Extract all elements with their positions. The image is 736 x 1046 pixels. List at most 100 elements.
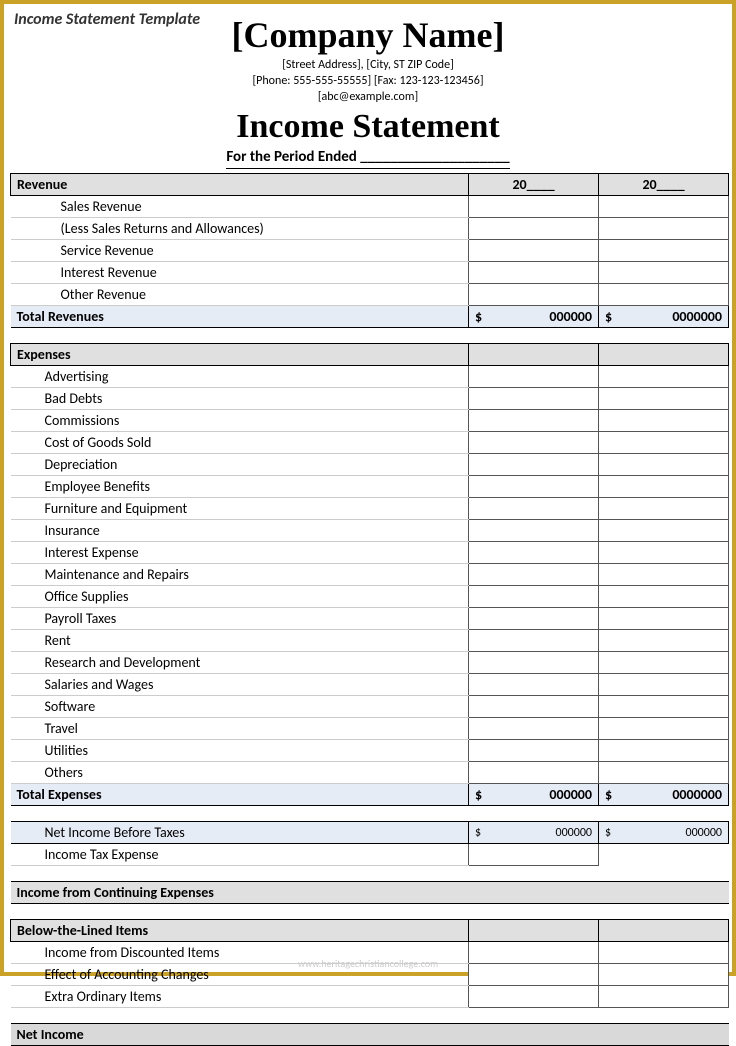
- page: Income Statement Template [Company Name]…: [0, 0, 736, 976]
- blank-header: [599, 920, 729, 942]
- amount-cell: [469, 498, 599, 520]
- expense-item: Employee Benefits: [11, 476, 469, 498]
- expense-item: Salaries and Wages: [11, 674, 469, 696]
- expense-item: Advertising: [11, 366, 469, 388]
- net-income-label: Net Income: [11, 1024, 469, 1046]
- amount-cell: [599, 608, 729, 630]
- expense-item: Payroll Taxes: [11, 608, 469, 630]
- blank-cell: [599, 844, 729, 866]
- amount-cell: [599, 284, 729, 306]
- amount-cell: [469, 410, 599, 432]
- amount-cell: [469, 674, 599, 696]
- amount-cell: [469, 652, 599, 674]
- year-1-header: 20____: [469, 174, 599, 196]
- period-ended: For the Period Ended ___________________…: [226, 148, 509, 169]
- expense-item: Others: [11, 762, 469, 784]
- amount-cell: [599, 674, 729, 696]
- below-line-header: Below-the-Lined Items: [11, 920, 469, 942]
- amount-cell: [599, 586, 729, 608]
- amount-cell: [469, 196, 599, 218]
- amount-cell: [469, 262, 599, 284]
- amount-cell: [469, 586, 599, 608]
- amount-cell: [599, 696, 729, 718]
- net-before-tax-y1: $000000: [469, 822, 599, 844]
- amount-cell: [469, 986, 599, 1008]
- expense-item: Cost of Goods Sold: [11, 432, 469, 454]
- revenue-item: Interest Revenue: [11, 262, 469, 284]
- income-statement-table: Revenue20____20____Sales Revenue(Less Sa…: [10, 173, 729, 1046]
- expense-item: Rent: [11, 630, 469, 652]
- amount-cell: [469, 432, 599, 454]
- expense-item: Commissions: [11, 410, 469, 432]
- amount-cell: [469, 454, 599, 476]
- amount-cell: [469, 520, 599, 542]
- amount-cell: [469, 740, 599, 762]
- expense-item: Bad Debts: [11, 388, 469, 410]
- watermark: www.heritagechristiancollege.com: [298, 957, 438, 970]
- amount-cell: [469, 218, 599, 240]
- template-label: Income Statement Template: [14, 10, 200, 29]
- expense-item: Depreciation: [11, 454, 469, 476]
- amount-cell: [599, 630, 729, 652]
- amount-cell: [599, 262, 729, 284]
- expense-item: Insurance: [11, 520, 469, 542]
- amount-cell: [469, 762, 599, 784]
- total-expenses-y2: $0000000: [599, 784, 729, 806]
- total-expenses-label: Total Expenses: [11, 784, 469, 806]
- amount-cell: [469, 696, 599, 718]
- total-revenues-label: Total Revenues: [11, 306, 469, 328]
- amount-cell: [469, 964, 599, 986]
- revenue-item: Sales Revenue: [11, 196, 469, 218]
- amount-cell: [599, 718, 729, 740]
- amount-cell: [599, 740, 729, 762]
- amount-cell: [599, 942, 729, 964]
- amount-cell: [599, 410, 729, 432]
- amount-cell: [469, 844, 599, 866]
- amount-cell: [469, 630, 599, 652]
- revenue-header: Revenue: [11, 174, 469, 196]
- continuing-header: Income from Continuing Expenses: [11, 882, 729, 904]
- amount-cell: [599, 476, 729, 498]
- document-title: Income Statement: [10, 108, 726, 146]
- amount-cell: [469, 564, 599, 586]
- amount-cell: [599, 498, 729, 520]
- below-line-item: Extra Ordinary Items: [11, 986, 469, 1008]
- amount-cell: [599, 520, 729, 542]
- revenue-item: (Less Sales Returns and Allowances): [11, 218, 469, 240]
- amount-cell: [469, 608, 599, 630]
- amount-cell: [599, 542, 729, 564]
- blank-header: [469, 344, 599, 366]
- amount-cell: [599, 366, 729, 388]
- expense-item: Utilities: [11, 740, 469, 762]
- address: [Street Address], [City, ST ZIP Code]: [10, 58, 726, 72]
- income-tax-expense-label: Income Tax Expense: [11, 844, 469, 866]
- expenses-header: Expenses: [11, 344, 469, 366]
- amount-cell: [469, 284, 599, 306]
- blank-header: [469, 920, 599, 942]
- expense-item: Research and Development: [11, 652, 469, 674]
- amount-cell: [599, 762, 729, 784]
- revenue-item: Other Revenue: [11, 284, 469, 306]
- amount-cell: [599, 388, 729, 410]
- phone-fax: [Phone: 555-555-55555] [Fax: 123-123-123…: [10, 74, 726, 88]
- net-before-tax-label: Net Income Before Taxes: [11, 822, 469, 844]
- amount-cell: [599, 240, 729, 262]
- amount-cell: [469, 476, 599, 498]
- amount-cell: [469, 366, 599, 388]
- amount-cell: [469, 942, 599, 964]
- total-revenues-y1: $000000: [469, 306, 599, 328]
- amount-cell: [469, 542, 599, 564]
- total-revenues-y2: $0000000: [599, 306, 729, 328]
- blank-header: [599, 344, 729, 366]
- amount-cell: [599, 432, 729, 454]
- expense-item: Travel: [11, 718, 469, 740]
- amount-cell: [469, 240, 599, 262]
- amount-cell: [599, 964, 729, 986]
- year-2-header: 20____: [599, 174, 729, 196]
- amount-cell: [599, 218, 729, 240]
- revenue-item: Service Revenue: [11, 240, 469, 262]
- total-expenses-y1: $000000: [469, 784, 599, 806]
- net-income-y2: [599, 1024, 729, 1046]
- email: [abc@example.com]: [10, 90, 726, 104]
- amount-cell: [599, 196, 729, 218]
